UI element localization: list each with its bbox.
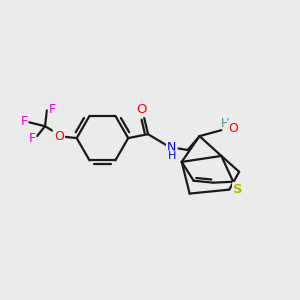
Text: H: H	[221, 117, 230, 130]
Text: F: F	[48, 103, 56, 116]
Text: H: H	[168, 151, 176, 161]
Text: S: S	[233, 183, 243, 196]
Text: N: N	[167, 140, 176, 154]
Text: F: F	[28, 132, 36, 145]
Text: O: O	[228, 122, 238, 135]
Text: F: F	[21, 115, 28, 128]
Text: O: O	[136, 103, 146, 116]
Text: O: O	[54, 130, 64, 142]
